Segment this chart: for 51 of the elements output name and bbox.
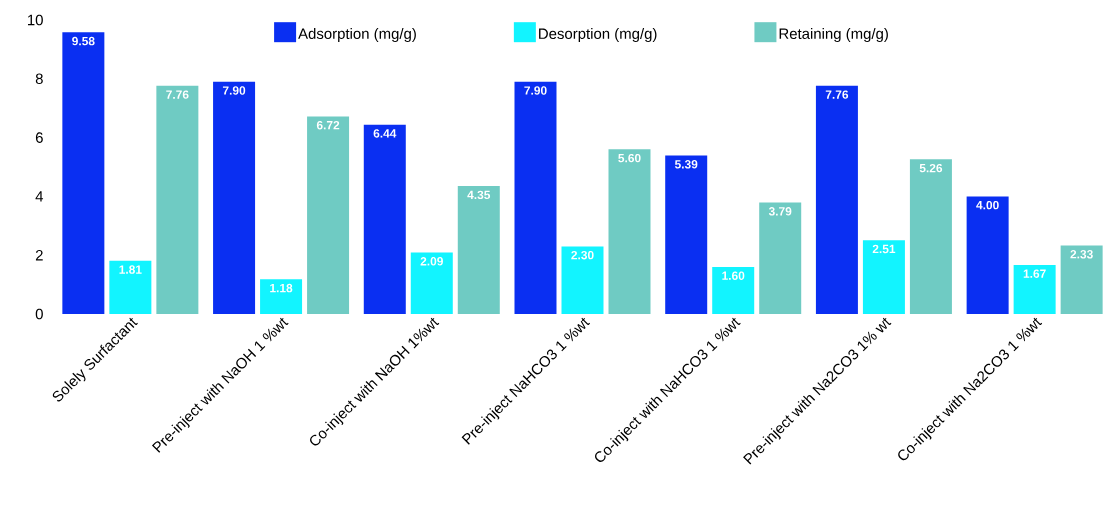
y-tick-label: 4 [35, 191, 44, 202]
legend-label: Retaining (mg/g) [779, 28, 888, 42]
legend-label: Desorption (mg/g) [539, 28, 657, 42]
data-label: 5.26 [919, 163, 943, 173]
data-label: 7.90 [222, 86, 246, 95]
bar [712, 266, 755, 314]
bar [457, 186, 500, 314]
bar [608, 149, 651, 314]
data-label: 1.67 [1023, 269, 1046, 278]
bar [815, 85, 858, 314]
bar [62, 32, 105, 314]
data-label: 7.76 [825, 90, 849, 99]
y-tick-label: 6 [35, 132, 43, 143]
data-label: 2.51 [872, 244, 896, 254]
bar [1013, 264, 1056, 314]
data-label: 6.44 [373, 129, 397, 138]
data-label: 4.00 [976, 200, 999, 210]
legend-label: Adsorption (mg/g) [298, 28, 416, 42]
data-label: 7.76 [166, 90, 189, 99]
y-tick-label: 8 [35, 73, 43, 85]
bar [966, 196, 1009, 314]
bar [862, 240, 905, 314]
y-tick-label: 10 [28, 14, 43, 26]
data-label: 5.60 [618, 153, 641, 163]
bar [759, 202, 802, 314]
bar [561, 246, 604, 314]
data-label: 2.30 [571, 250, 594, 260]
y-tick-label: 2 [35, 249, 43, 261]
data-label: 4.35 [467, 190, 491, 200]
bar [1060, 245, 1103, 314]
data-label: 3.79 [768, 207, 792, 216]
bar [909, 159, 952, 314]
bar [213, 81, 256, 314]
data-label: 6.72 [316, 120, 340, 130]
bar [260, 279, 303, 314]
bar [665, 155, 708, 314]
data-label: 1.18 [270, 283, 293, 293]
bar [410, 252, 453, 314]
data-label: 5.39 [674, 160, 698, 169]
data-label: 1.60 [722, 271, 745, 280]
data-label: 7.90 [524, 86, 547, 95]
data-label: 9.58 [72, 36, 95, 46]
y-tick-label: 0 [35, 308, 43, 320]
bar [156, 85, 199, 314]
data-label: 2.09 [420, 257, 443, 266]
data-label: 2.33 [1070, 250, 1093, 259]
bar [109, 260, 152, 314]
data-label: 1.81 [119, 265, 142, 274]
bar [514, 81, 557, 314]
bar [307, 116, 350, 314]
bar [363, 124, 406, 314]
